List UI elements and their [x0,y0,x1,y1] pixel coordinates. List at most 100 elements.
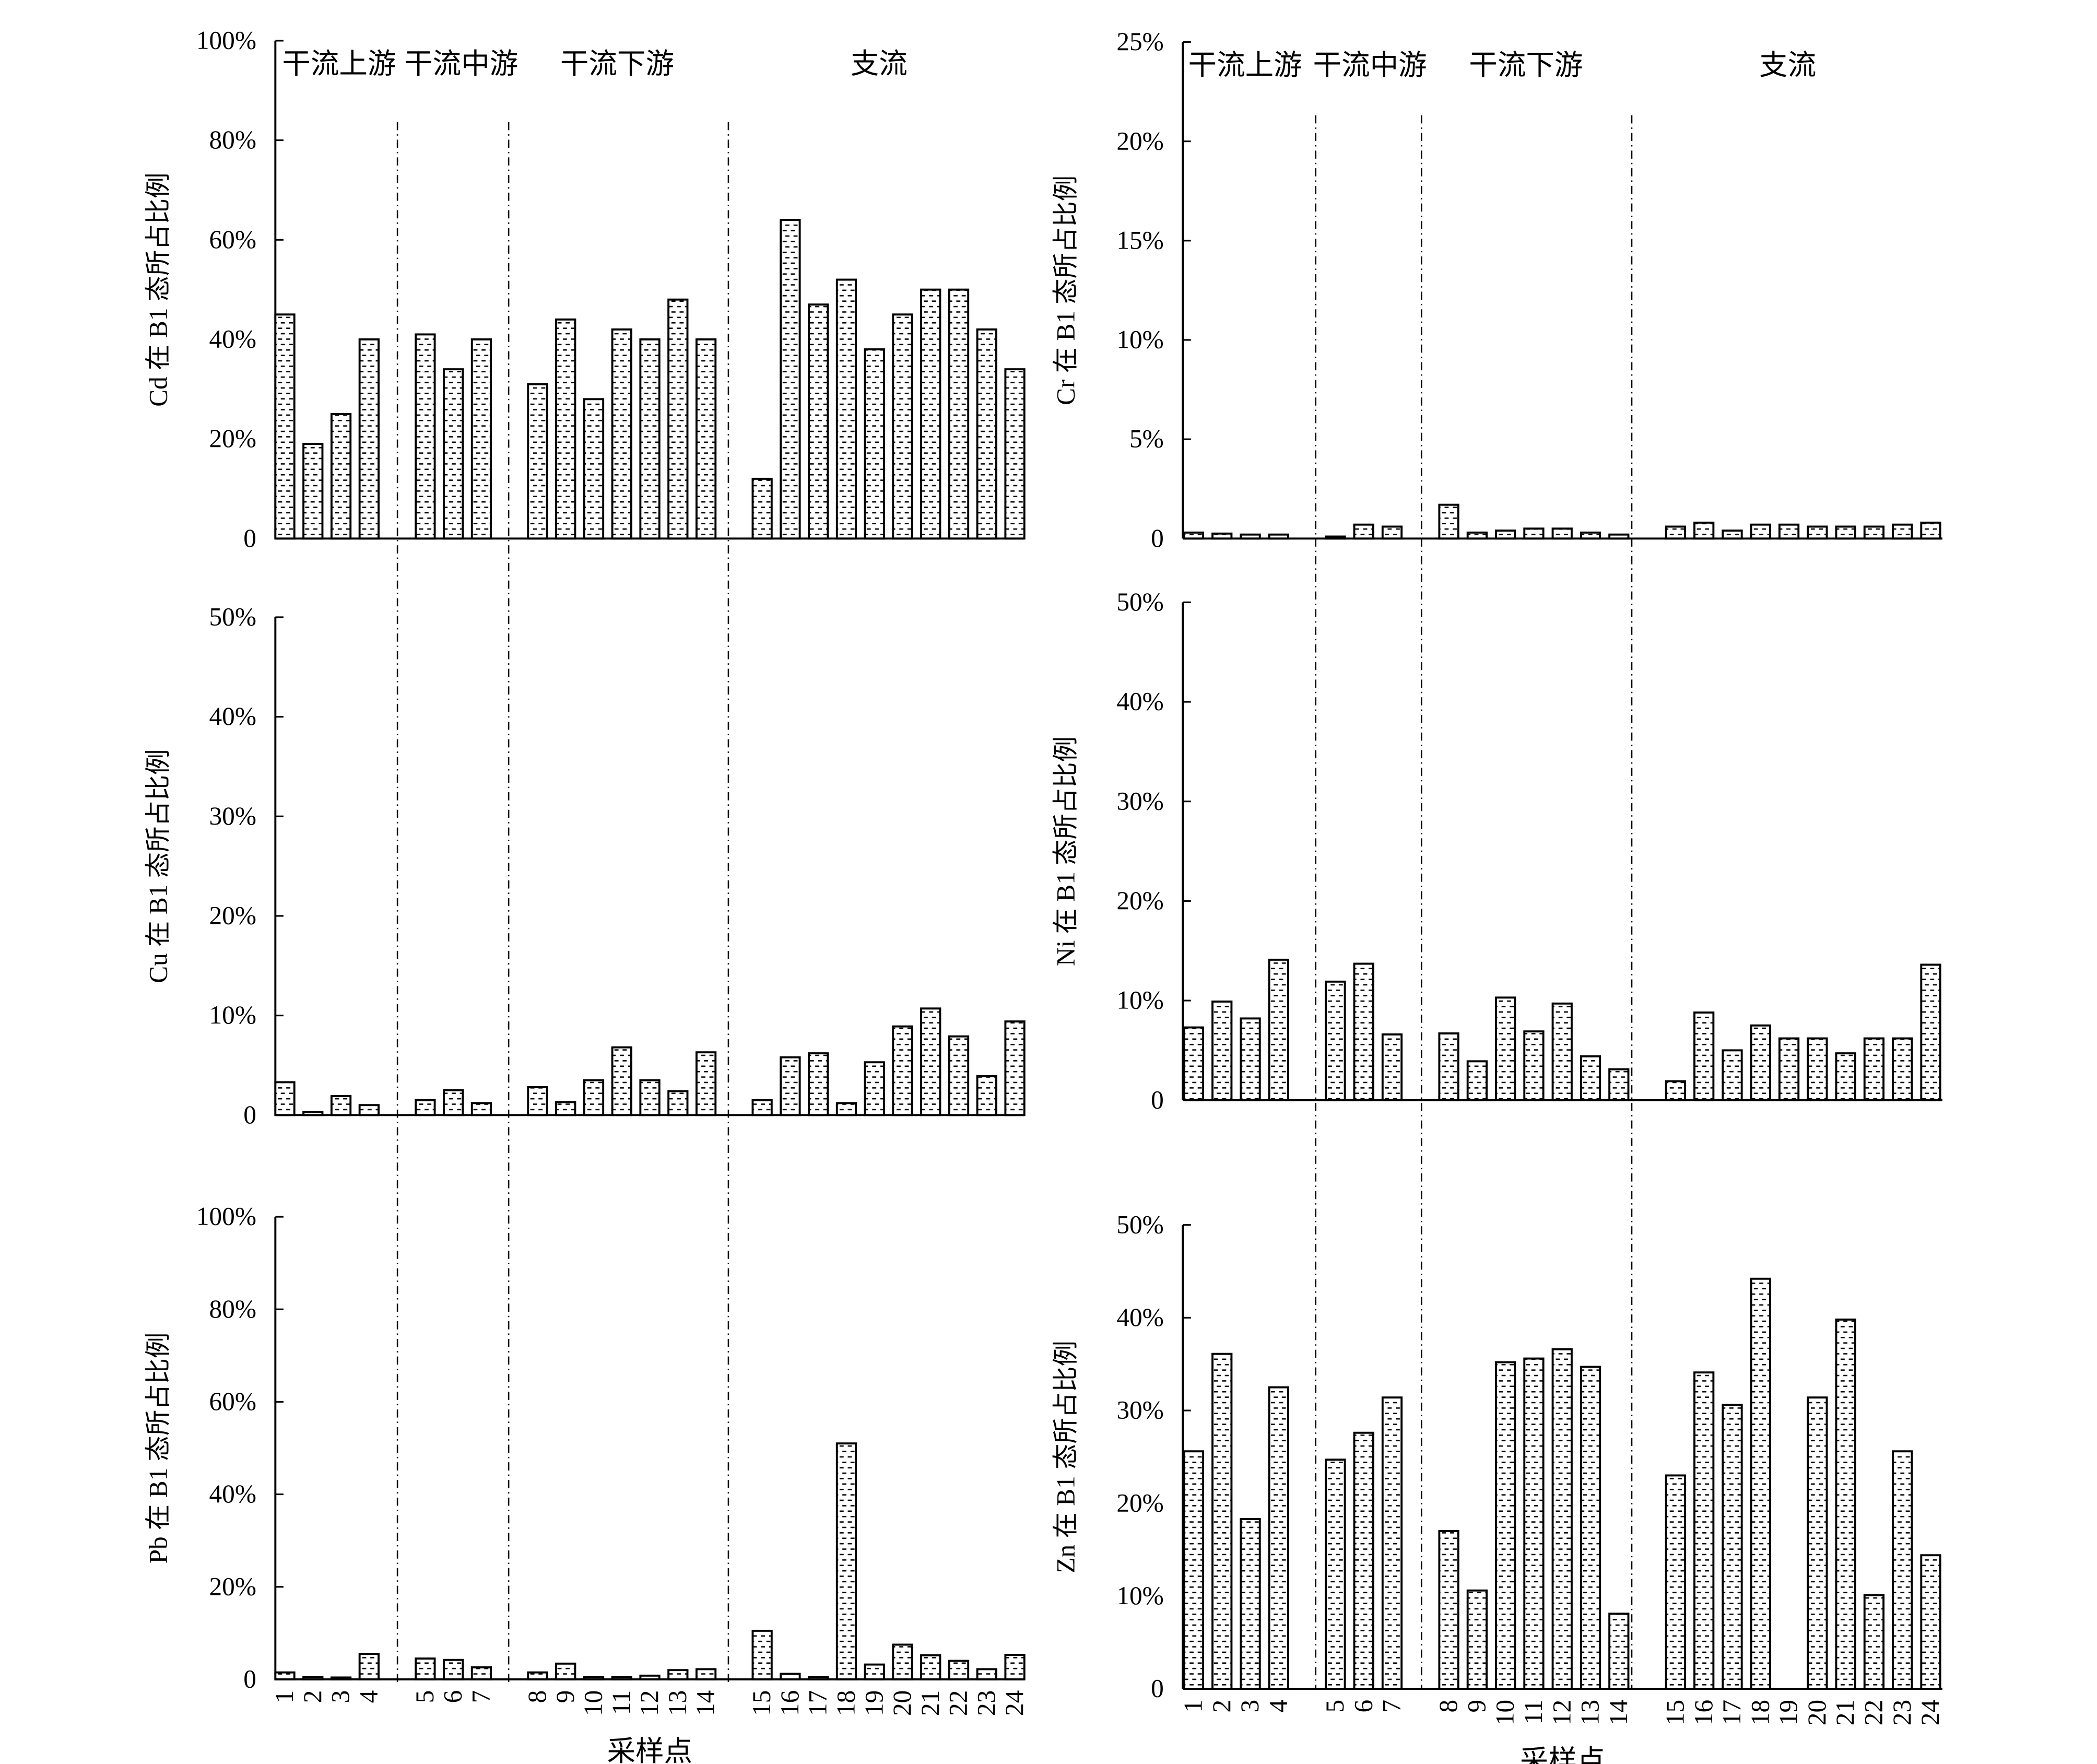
bar [1381,1033,1403,1101]
bar [1892,523,1913,540]
bar [1807,525,1828,540]
bar [1693,1371,1715,1690]
bar [864,348,885,540]
bar [1835,1052,1856,1101]
x-tick-label: 19 [859,1690,888,1716]
y-tick-label: 60% [209,225,256,254]
x-axis-label: 采样点 [1520,1745,1606,1764]
section-label: 干流下游 [1469,49,1583,81]
x-tick-label: 1 [270,1690,299,1703]
bar [443,1089,464,1116]
y-tick-label: 20% [209,424,256,453]
bar [1722,530,1743,540]
bar [302,1676,324,1680]
bar [1523,1357,1545,1690]
bar [1523,1030,1545,1101]
bar [1693,1011,1715,1101]
x-tick-label: 20 [1803,1700,1831,1725]
bar [1495,1361,1516,1690]
y-tick-label: 40% [209,1479,256,1508]
x-tick-label: 5 [410,1690,439,1703]
y-tick-label: 10% [1116,986,1163,1015]
bar [864,1663,885,1680]
bar [835,278,857,540]
bar [1608,533,1630,540]
y-axis-label: Cr 在 B1 态所占比例 [1051,175,1080,405]
bar [780,219,801,540]
bar [1580,531,1601,540]
x-tick-label: 3 [326,1690,355,1703]
bar [1381,1396,1403,1690]
x-tick-label: 11 [1519,1700,1548,1725]
y-tick-label: 0 [1151,1085,1164,1114]
bar [611,328,632,540]
x-tick-label: 12 [1547,1700,1576,1725]
y-tick-label: 20% [1116,126,1163,155]
x-tick-label: 17 [804,1690,832,1716]
bar [1325,1459,1346,1690]
bar [1495,996,1516,1101]
bar [948,1660,970,1680]
x-tick-label: 23 [972,1690,1000,1716]
x-tick-label: 5 [1321,1700,1349,1713]
bar [639,1674,661,1680]
y-tick-label: 20% [1116,886,1163,915]
bar [1750,1024,1771,1101]
bar [527,1086,548,1116]
bar [976,328,997,540]
x-tick-label: 7 [467,1690,496,1703]
bar [948,288,970,540]
bar [1495,530,1516,540]
bar [695,338,717,540]
bar [1268,958,1289,1101]
bar [1665,1080,1687,1101]
x-tick-label: 16 [1689,1700,1718,1725]
x-tick-label: 8 [1434,1700,1463,1713]
bar [1268,1386,1289,1690]
bar [1381,525,1403,540]
x-tick-label: 19 [1774,1700,1803,1725]
bar [1750,523,1771,540]
y-tick-label: 100% [196,26,256,55]
y-tick-label: 10% [209,1001,256,1029]
bar [808,1676,829,1680]
bar [1183,1026,1205,1101]
bar [470,1666,492,1680]
bar [892,313,913,540]
bar [1920,1554,1941,1690]
section-label: 干流中游 [404,48,518,79]
bar [611,1046,632,1116]
bar [667,1669,689,1680]
bar [1920,963,1941,1101]
y-tick-label: 100% [196,1202,256,1231]
y-axis-label: Pb 在 B1 态所占比例 [144,1333,173,1564]
x-tick-label: 16 [775,1690,804,1716]
bar [302,443,324,540]
x-tick-label: 15 [1660,1700,1689,1725]
x-tick-label: 18 [832,1690,861,1716]
section-label: 干流上游 [282,48,396,79]
bar [835,1102,857,1116]
y-tick-label: 15% [1116,226,1163,254]
y-tick-label: 80% [209,1295,256,1323]
bar [948,1035,970,1116]
y-tick-label: 60% [209,1387,256,1416]
y-axis-label: Zn 在 B1 态所占比例 [1051,1340,1080,1573]
bar [808,1052,829,1116]
bar [527,1671,548,1680]
bar [1835,525,1856,540]
x-tick-label: 13 [663,1690,692,1716]
y-tick-label: 50% [1116,587,1163,616]
bar [443,368,464,540]
bar [1863,525,1885,540]
bar [330,1095,352,1116]
x-tick-label: 20 [888,1690,916,1716]
bar [920,1654,941,1680]
y-tick-label: 40% [209,325,256,354]
bar [1211,532,1233,540]
bar [1750,1277,1771,1690]
bar [555,1662,576,1680]
y-axis-label: Cd 在 B1 态所占比例 [144,172,173,406]
x-tick-label: 4 [1264,1700,1292,1713]
